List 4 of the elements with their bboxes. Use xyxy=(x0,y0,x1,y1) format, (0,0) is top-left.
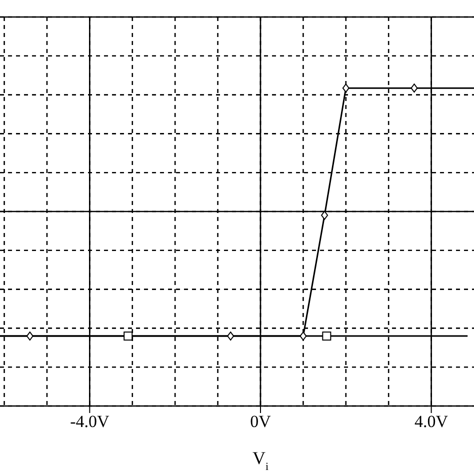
x-axis-title: V$_{i}$ xyxy=(252,448,269,473)
x-tick-label: 0V xyxy=(250,412,272,432)
x-tick-label: 4.0V xyxy=(414,412,449,432)
x-tick-label: -4.0V xyxy=(70,412,110,432)
